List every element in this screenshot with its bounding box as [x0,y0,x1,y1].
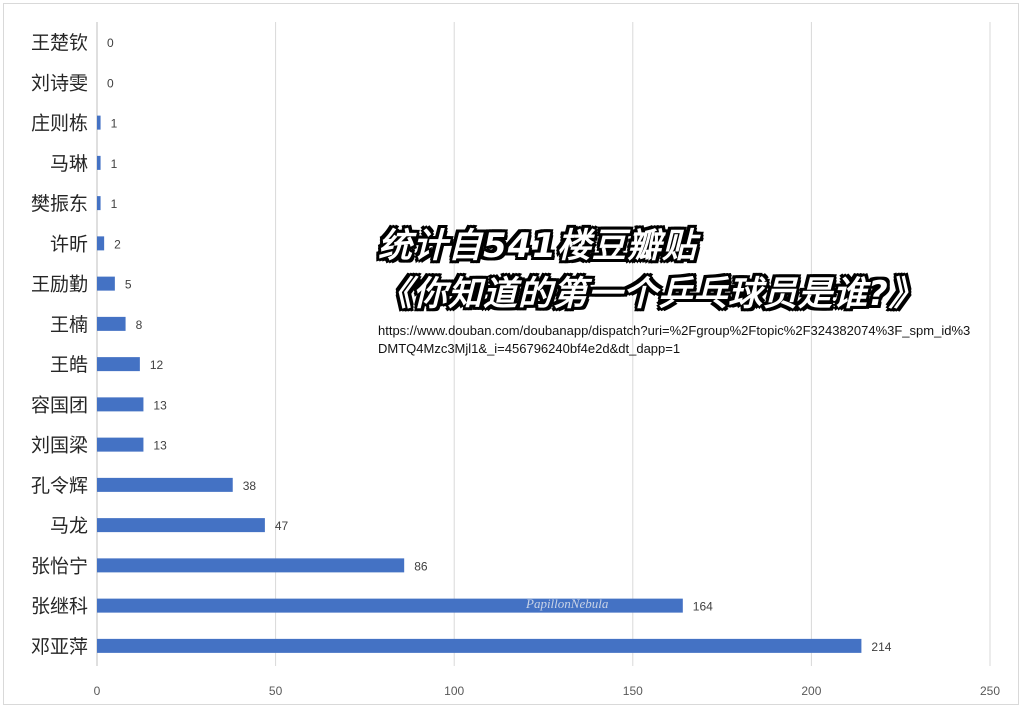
data-label: 0 [107,76,114,90]
category-label: 王楠 [50,314,88,336]
x-tick-label: 0 [94,684,101,698]
overlay-title-line1: 统计自541楼豆瓣贴 [378,226,697,266]
bar [97,598,683,613]
x-tick-label: 200 [801,684,821,698]
data-label: 47 [275,519,289,533]
bar [97,558,405,573]
category-label: 许昕 [50,233,88,255]
data-label: 1 [111,157,118,171]
category-label: 刘国梁 [31,435,88,457]
category-label: 刘诗雯 [31,72,88,94]
source-url: https://www.douban.com/doubanapp/dispatc… [378,323,971,356]
bar [97,397,144,412]
category-label: 王楚钦 [31,32,88,54]
x-tick-label: 250 [980,684,1000,698]
bar [97,638,862,653]
bar [97,316,126,331]
category-label: 张怡宁 [31,555,88,577]
data-label: 214 [871,640,891,654]
data-label: 13 [153,398,167,412]
bar [97,357,140,372]
x-tick-label: 50 [269,684,283,698]
data-label: 1 [111,117,118,131]
category-label: 马龙 [50,515,88,537]
bar [97,437,144,452]
data-label: 86 [414,559,428,573]
chart-frame [3,3,1019,705]
category-label: 庄则栋 [31,113,88,135]
data-label: 5 [125,278,132,292]
data-label: 12 [150,358,164,372]
bar [97,236,105,251]
category-label: 马琳 [50,153,88,175]
bar [97,155,101,170]
bar [97,477,233,492]
data-label: 1 [111,197,118,211]
data-label: 8 [136,318,143,332]
bar [97,518,265,533]
data-label: 13 [153,439,167,453]
watermark: PapillonNebula [526,596,609,611]
data-label: 2 [114,237,121,251]
category-label: 王励勤 [31,274,88,296]
category-label: 孔令辉 [31,475,88,497]
category-label: 张继科 [31,596,88,618]
x-tick-label: 150 [623,684,643,698]
bar [97,115,101,130]
category-label: 容国团 [31,394,88,416]
bar [97,196,101,211]
data-label: 0 [107,36,114,50]
x-tick-label: 100 [444,684,464,698]
category-label: 樊振东 [31,193,88,215]
data-label: 164 [693,600,713,614]
data-label: 38 [243,479,257,493]
overlay-title-line2: 《你知道的第一个乒乓球员是谁?》 [378,274,924,314]
category-label: 邓亚萍 [31,636,88,658]
category-label: 王皓 [50,354,88,376]
bar [97,276,115,291]
